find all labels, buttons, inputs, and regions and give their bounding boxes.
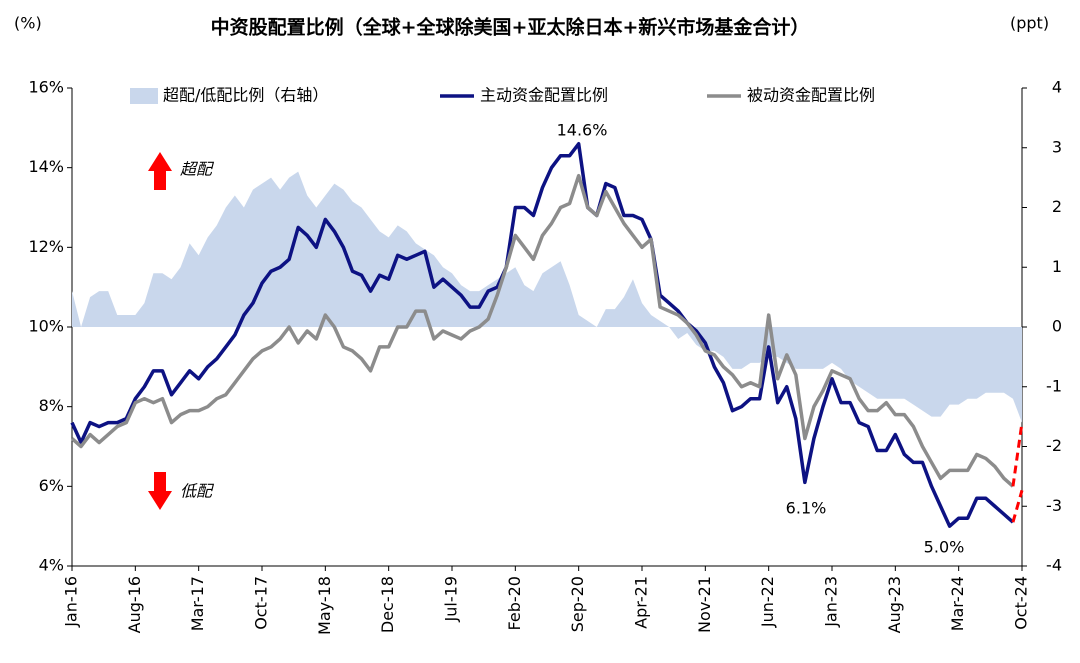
legend-label: 主动资金配置比例	[480, 86, 608, 105]
y-tick-label: 8%	[39, 396, 64, 415]
up-arrow	[148, 152, 172, 190]
x-tick-label: Nov-21	[695, 576, 714, 633]
annotation: 低配	[180, 482, 215, 501]
x-tick-label: Aug-23	[885, 576, 904, 633]
x-tick-label: Jun-22	[758, 576, 777, 628]
y-tick-label: 16%	[28, 78, 64, 97]
annotation: 5.0%	[924, 538, 965, 557]
y2-tick-label: -1	[1046, 376, 1062, 395]
x-tick-label: Apr-21	[632, 576, 651, 629]
y2-axis-label: (ppt)	[1010, 14, 1049, 33]
y2-tick-label: -3	[1046, 496, 1062, 515]
annotation: 14.6%	[557, 121, 608, 140]
y-tick-label: 6%	[39, 476, 64, 495]
chart-title: 中资股配置比例（全球+全球除美国+亚太除日本+新兴市场基金合计）	[211, 16, 810, 39]
x-tick-label: Dec-18	[378, 576, 397, 633]
line	[70, 142, 1015, 528]
y2-tick-label: 4	[1052, 78, 1062, 97]
x-tick-label: Jan-16	[62, 576, 81, 628]
legend-swatch	[130, 88, 158, 104]
x-tick-label: Mar-24	[948, 576, 967, 631]
line	[70, 173, 1015, 488]
x-tick-label: Jan-23	[822, 576, 841, 628]
x-tick-label: Jul-19	[442, 576, 461, 622]
y2-tick-label: 1	[1052, 257, 1062, 276]
down-arrow	[148, 472, 172, 510]
y2-tick-label: 0	[1052, 317, 1062, 336]
y-tick-label: 12%	[28, 237, 64, 256]
y2-tick-label: 2	[1052, 197, 1062, 216]
y-tick-label: 4%	[39, 556, 64, 575]
x-tick-label: Aug-16	[125, 576, 144, 633]
legend-label: 被动资金配置比例	[747, 86, 875, 105]
projection-line	[1011, 422, 1024, 487]
y-axis-label: (%)	[14, 14, 42, 33]
x-tick-label: Oct-17	[252, 576, 271, 630]
y2-tick-label: -2	[1046, 436, 1062, 455]
x-tick-label: Mar-17	[188, 576, 207, 631]
area	[72, 171, 1022, 423]
projection-line	[1011, 489, 1024, 523]
annotation: 6.1%	[786, 499, 827, 518]
y-tick-label: 10%	[28, 317, 64, 336]
legend-label: 超配/低配比例（右轴）	[163, 86, 328, 105]
x-tick-label: Feb-20	[505, 576, 524, 630]
y2-tick-label: 3	[1052, 137, 1062, 156]
x-tick-label: May-18	[315, 576, 334, 635]
y-tick-label: 14%	[28, 157, 64, 176]
x-tick-label: Sep-20	[568, 576, 587, 632]
x-tick-label: Oct-24	[1012, 576, 1031, 630]
annotation: 超配	[180, 160, 215, 179]
y2-tick-label: -4	[1046, 556, 1062, 575]
